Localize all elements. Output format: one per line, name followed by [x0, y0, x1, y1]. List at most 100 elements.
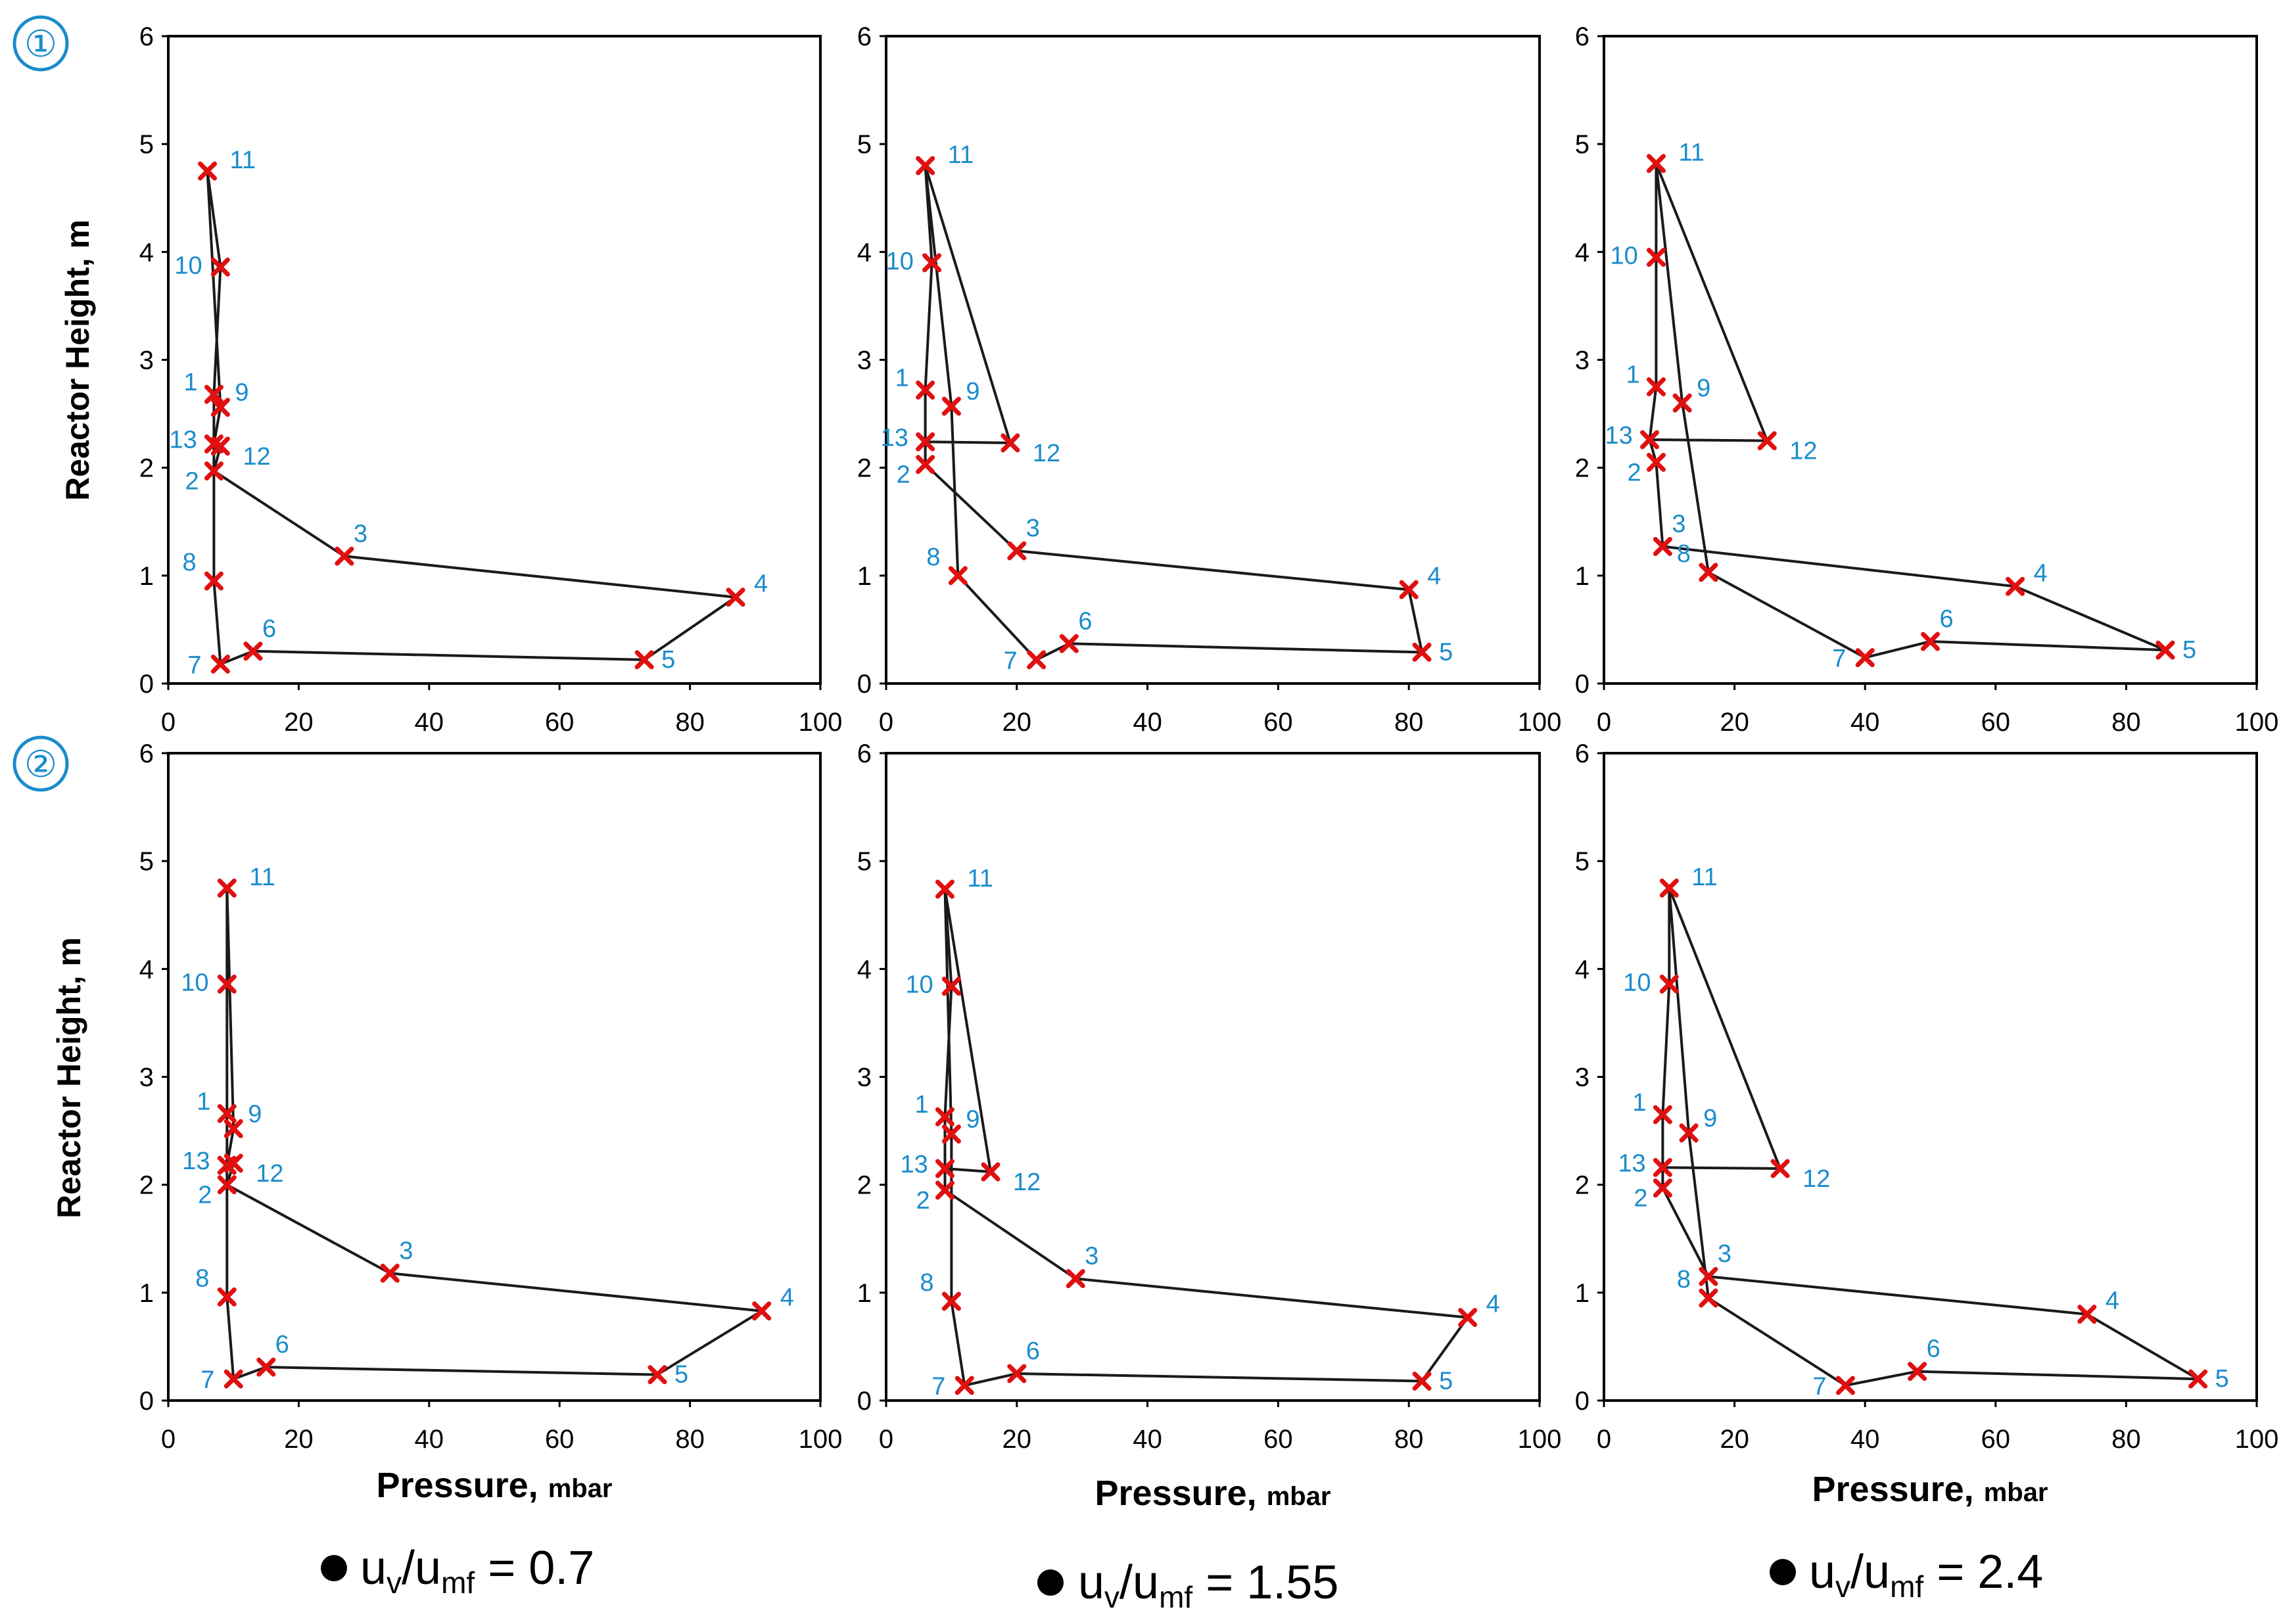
- point-label-9: 9: [1697, 375, 1710, 402]
- point-label-3: 3: [354, 520, 367, 547]
- y-tick-label: 0: [1575, 670, 1589, 699]
- caption-col2-slash: /u: [1119, 1556, 1159, 1609]
- marker-stroke: [204, 384, 224, 404]
- y-tick-label: 6: [139, 22, 154, 51]
- y-tick-label: 2: [857, 454, 872, 483]
- x-tick-label: 0: [879, 1425, 893, 1454]
- point-label-2: 2: [1627, 459, 1641, 486]
- point-marker-12: [981, 1162, 1000, 1182]
- marker-stroke: [210, 436, 230, 456]
- y-tick-label: 4: [1575, 238, 1589, 267]
- caption-col1-text: uv/umf = 0.7: [360, 1542, 594, 1600]
- x-tick-label: 100: [2235, 708, 2279, 737]
- point-label-6: 6: [1078, 607, 1092, 635]
- point-marker-3: [1699, 1266, 1718, 1286]
- point-marker-10: [217, 974, 237, 994]
- x-tick-label: 100: [1518, 1425, 1562, 1454]
- point-marker-5: [2188, 1369, 2208, 1389]
- y-tick-label: 4: [1575, 955, 1589, 984]
- y-tick-label: 3: [1575, 346, 1589, 375]
- marker-stroke: [224, 1119, 243, 1138]
- y-tick-label: 1: [857, 562, 872, 591]
- y-tick-label: 0: [857, 670, 872, 699]
- point-label-4: 4: [780, 1284, 794, 1312]
- point-label-1: 1: [914, 1091, 928, 1119]
- point-label-11: 11: [249, 864, 275, 891]
- point-marker-1: [1646, 377, 1666, 397]
- y-tick-label: 4: [857, 238, 872, 267]
- caption-col2-mf: mf: [1159, 1580, 1192, 1614]
- point-label-13: 13: [169, 427, 197, 454]
- x-tick-label: 0: [1597, 708, 1611, 737]
- marker-stroke: [922, 253, 942, 273]
- y-tick-label: 6: [139, 739, 154, 768]
- point-marker-7: [224, 1369, 243, 1389]
- x-tick-label: 20: [284, 1425, 314, 1454]
- marker-stroke: [1855, 648, 1875, 668]
- point-label-12: 12: [1802, 1165, 1830, 1193]
- x-tick-label: 60: [545, 708, 575, 737]
- point-marker-13: [916, 432, 935, 452]
- marker-stroke: [935, 1159, 954, 1178]
- caption-col3-text: uv/umf = 2.4: [1809, 1546, 2043, 1604]
- y-tick-label: 0: [139, 1387, 154, 1416]
- point-label-9: 9: [966, 1106, 979, 1134]
- caption-col1-mf: mf: [441, 1566, 475, 1600]
- x-tick-label: 20: [1002, 708, 1032, 737]
- point-marker-6: [1007, 1364, 1027, 1383]
- y-tick-label: 0: [857, 1387, 872, 1416]
- x-tick-label: 100: [799, 1425, 843, 1454]
- point-label-11: 11: [967, 865, 993, 893]
- marker-stroke: [1699, 1288, 1718, 1308]
- marker-stroke: [335, 546, 354, 566]
- marker-stroke: [243, 641, 263, 661]
- point-marker-2: [204, 461, 224, 481]
- point-label-7: 7: [1812, 1373, 1826, 1401]
- point-label-7: 7: [931, 1373, 945, 1401]
- y-axis-title-row1: Reactor Height, m: [59, 220, 96, 501]
- x-tick-label: 80: [675, 708, 705, 737]
- y-tick-label: 6: [857, 22, 872, 51]
- point-label-2: 2: [1634, 1185, 1647, 1213]
- x-tick-label: 60: [545, 1425, 575, 1454]
- point-label-5: 5: [2182, 636, 2196, 664]
- point-label-6: 6: [1026, 1337, 1040, 1365]
- point-marker-6: [243, 641, 263, 661]
- point-marker-8: [948, 566, 968, 586]
- marker-stroke: [941, 977, 961, 996]
- y-tick-label: 5: [1575, 847, 1589, 876]
- point-marker-8: [217, 1287, 237, 1307]
- x-tick-label: 40: [415, 1425, 444, 1454]
- x-tick-label: 20: [1720, 1425, 1749, 1454]
- point-marker-8: [1699, 563, 1718, 582]
- point-label-5: 5: [661, 646, 675, 674]
- y-tick-label: 3: [139, 1063, 154, 1092]
- x-tick-label: 60: [1263, 708, 1293, 737]
- caption-col2-value: = 1.55: [1192, 1556, 1338, 1609]
- marker-stroke: [1835, 1376, 1855, 1395]
- point-label-1: 1: [1626, 361, 1639, 389]
- marker-stroke: [1770, 1159, 1790, 1178]
- caption-col1-bullet: [321, 1555, 347, 1581]
- point-label-10: 10: [886, 248, 914, 275]
- marker-stroke: [2006, 576, 2025, 596]
- point-label-3: 3: [399, 1237, 413, 1264]
- marker-stroke: [217, 1155, 237, 1175]
- y-tick-label: 4: [857, 955, 872, 984]
- point-marker-12: [1757, 431, 1777, 451]
- point-marker-1: [1653, 1105, 1672, 1125]
- x-axis-title-col1-unit: mbar: [548, 1474, 613, 1503]
- x-tick-label: 40: [1850, 708, 1880, 737]
- row-marker-1-text: ①: [24, 23, 57, 66]
- point-label-6: 6: [1927, 1335, 1941, 1363]
- point-label-1: 1: [183, 369, 197, 396]
- point-label-10: 10: [905, 971, 933, 999]
- point-label-13: 13: [182, 1148, 210, 1175]
- point-marker-7: [210, 654, 230, 674]
- point-marker-12: [1000, 433, 1020, 453]
- point-label-6: 6: [262, 615, 276, 643]
- point-marker-4: [726, 588, 745, 607]
- panel-frame-r1c3: [1603, 35, 2258, 685]
- point-marker-11: [1646, 154, 1666, 174]
